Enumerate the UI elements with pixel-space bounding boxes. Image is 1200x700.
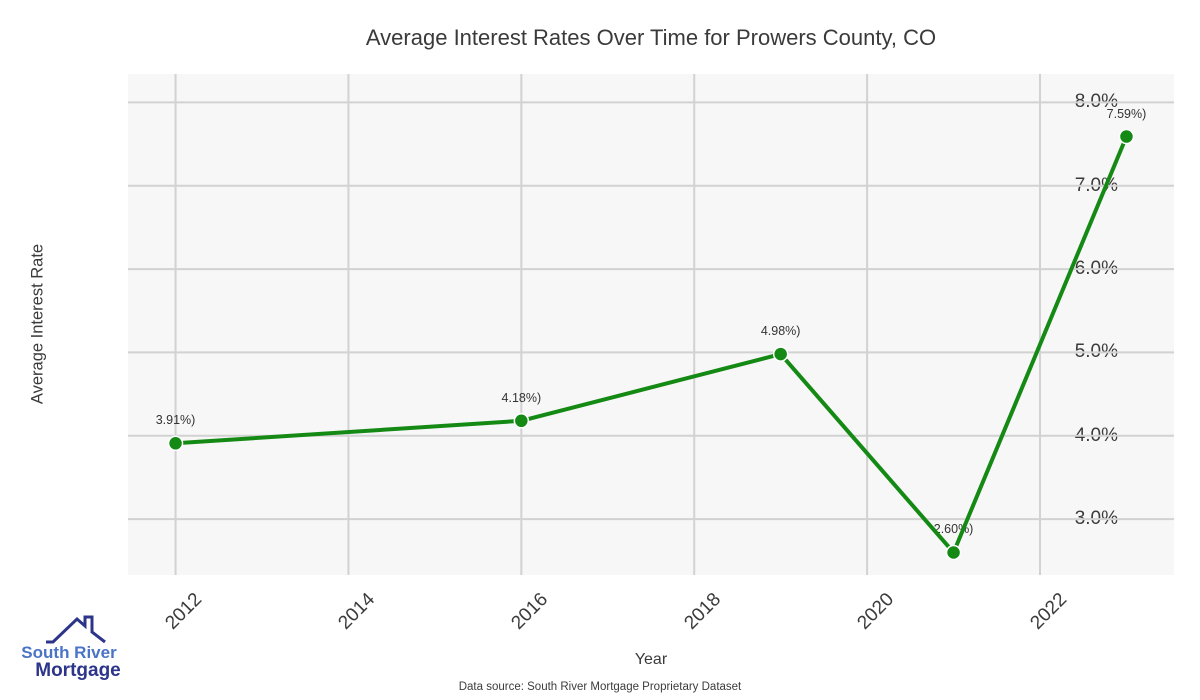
interest-rate-line bbox=[173, 134, 1129, 555]
x-tick-label: 2016 bbox=[507, 589, 553, 634]
data-source-note: Data source: South River Mortgage Propri… bbox=[458, 681, 742, 693]
data-point-marker bbox=[772, 346, 789, 362]
house-roof-icon bbox=[46, 615, 106, 644]
data-point-label: 4.98%) bbox=[760, 324, 801, 339]
south-river-mortgage-logo: South River Mortgage bbox=[0, 608, 140, 694]
data-point-marker bbox=[167, 435, 184, 452]
data-point-marker bbox=[1118, 128, 1135, 145]
x-tick-label: 2022 bbox=[1026, 589, 1071, 634]
plot-area: 3.91%) 4.18%) 4.98%) 2.60%) 7.59%) bbox=[128, 74, 1174, 575]
x-tick-label: 2020 bbox=[853, 589, 898, 634]
logo-text-south-river: South River bbox=[21, 643, 117, 662]
data-point-label: 7.59%) bbox=[1106, 106, 1147, 121]
x-tick-label: 2014 bbox=[334, 589, 380, 634]
x-axis-title: Year bbox=[634, 651, 668, 668]
y-axis-title: Average Interest Rate bbox=[28, 243, 47, 405]
chart-title: Average Interest Rates Over Time for Pro… bbox=[365, 25, 937, 50]
data-point-marker bbox=[513, 413, 530, 429]
line-series-layer bbox=[167, 128, 1135, 561]
data-point-label: 4.18%) bbox=[501, 390, 542, 405]
logo-text-mortgage: Mortgage bbox=[35, 660, 121, 681]
x-tick-label: 2012 bbox=[161, 589, 207, 634]
x-tick-label: 2018 bbox=[680, 589, 726, 634]
data-labels-layer: 3.91%) 4.18%) 4.98%) 2.60%) 7.59%) bbox=[128, 74, 1174, 575]
data-point-marker bbox=[945, 544, 962, 561]
data-point-label: 3.91%) bbox=[155, 413, 196, 428]
